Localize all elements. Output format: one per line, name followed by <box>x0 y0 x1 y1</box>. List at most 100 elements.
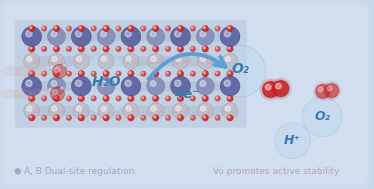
Circle shape <box>316 84 329 98</box>
FancyBboxPatch shape <box>15 20 247 128</box>
Circle shape <box>141 116 143 118</box>
FancyBboxPatch shape <box>204 32 231 41</box>
Circle shape <box>50 87 64 101</box>
Circle shape <box>77 106 82 111</box>
Circle shape <box>78 25 85 32</box>
FancyBboxPatch shape <box>180 32 206 41</box>
Circle shape <box>73 53 89 69</box>
Circle shape <box>125 109 127 111</box>
Circle shape <box>154 47 156 49</box>
Circle shape <box>228 96 230 99</box>
Circle shape <box>128 45 134 52</box>
Circle shape <box>102 114 110 121</box>
Circle shape <box>101 57 107 62</box>
Circle shape <box>151 106 156 111</box>
Circle shape <box>62 64 65 67</box>
Circle shape <box>227 45 233 52</box>
FancyBboxPatch shape <box>31 32 58 41</box>
Circle shape <box>152 70 159 77</box>
Circle shape <box>107 58 113 64</box>
Circle shape <box>152 25 159 32</box>
Circle shape <box>216 116 218 118</box>
Circle shape <box>104 47 106 49</box>
Circle shape <box>149 58 155 64</box>
Circle shape <box>98 53 114 69</box>
Circle shape <box>55 47 57 49</box>
Circle shape <box>199 58 205 64</box>
Circle shape <box>196 77 214 95</box>
Circle shape <box>66 71 72 77</box>
Circle shape <box>51 81 57 86</box>
Circle shape <box>41 95 47 101</box>
Circle shape <box>49 103 64 119</box>
Circle shape <box>150 60 152 61</box>
Circle shape <box>55 116 57 118</box>
Circle shape <box>116 115 122 121</box>
Circle shape <box>36 64 44 72</box>
Circle shape <box>224 60 226 61</box>
Circle shape <box>101 106 107 111</box>
Circle shape <box>325 84 339 98</box>
Circle shape <box>28 25 35 32</box>
Circle shape <box>151 57 156 62</box>
Circle shape <box>133 60 135 61</box>
FancyBboxPatch shape <box>105 106 132 116</box>
Circle shape <box>228 116 230 118</box>
Circle shape <box>202 95 209 102</box>
Circle shape <box>104 72 106 74</box>
Circle shape <box>174 108 180 114</box>
Circle shape <box>97 28 115 45</box>
Circle shape <box>214 45 266 97</box>
Circle shape <box>78 114 85 121</box>
Circle shape <box>99 108 105 114</box>
Circle shape <box>53 45 60 52</box>
Circle shape <box>128 25 134 32</box>
Circle shape <box>67 116 69 118</box>
Circle shape <box>34 60 36 61</box>
Circle shape <box>107 108 113 114</box>
FancyBboxPatch shape <box>130 56 157 66</box>
Circle shape <box>314 82 332 100</box>
Circle shape <box>325 84 339 98</box>
Circle shape <box>79 96 82 99</box>
FancyBboxPatch shape <box>4 5 367 184</box>
Circle shape <box>76 109 78 111</box>
Circle shape <box>117 47 119 49</box>
Circle shape <box>150 109 152 111</box>
FancyBboxPatch shape <box>80 56 107 66</box>
Circle shape <box>140 71 146 77</box>
Circle shape <box>223 58 229 64</box>
Circle shape <box>79 116 82 118</box>
Text: O₂: O₂ <box>314 110 330 123</box>
Ellipse shape <box>31 67 49 76</box>
Circle shape <box>203 47 205 49</box>
Circle shape <box>102 70 110 77</box>
Circle shape <box>24 103 40 119</box>
Circle shape <box>30 26 32 29</box>
Circle shape <box>79 47 82 49</box>
Circle shape <box>222 103 238 119</box>
Circle shape <box>79 26 82 29</box>
Circle shape <box>215 46 221 52</box>
Circle shape <box>176 57 181 62</box>
Circle shape <box>34 109 36 111</box>
Circle shape <box>232 60 234 61</box>
Text: O₂: O₂ <box>231 62 249 76</box>
Circle shape <box>61 63 67 70</box>
Circle shape <box>61 87 62 89</box>
Circle shape <box>197 103 213 119</box>
Circle shape <box>128 114 134 121</box>
Circle shape <box>262 81 279 98</box>
Circle shape <box>165 26 171 32</box>
FancyBboxPatch shape <box>105 56 132 66</box>
Circle shape <box>78 70 85 77</box>
Circle shape <box>91 26 97 32</box>
Circle shape <box>15 169 20 174</box>
Circle shape <box>74 108 80 114</box>
Circle shape <box>41 26 47 32</box>
Circle shape <box>132 108 138 114</box>
FancyBboxPatch shape <box>180 56 206 66</box>
Circle shape <box>123 53 139 69</box>
Circle shape <box>224 80 230 87</box>
Circle shape <box>92 116 94 118</box>
